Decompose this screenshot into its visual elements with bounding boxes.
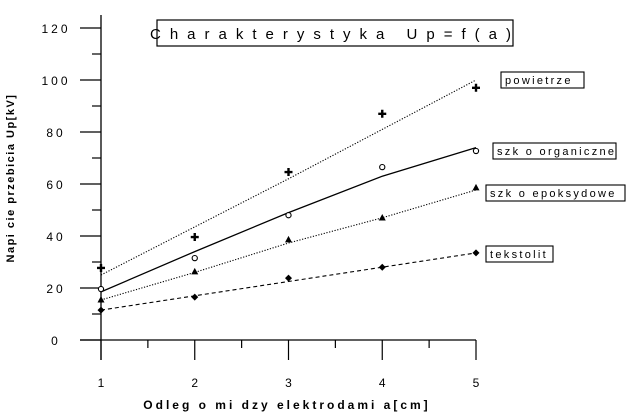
legend-label: szk o organiczne xyxy=(497,146,616,158)
circle-marker xyxy=(285,212,292,219)
circle-marker xyxy=(97,285,105,293)
legend: powietrze szk o organiczne szk o epoksydow… xyxy=(485,71,626,263)
title-box: Charakterystyka Up=f(a) xyxy=(150,19,520,47)
legend-item: szk o organiczne xyxy=(492,142,617,160)
diamond-marker xyxy=(378,263,386,271)
chart-title: Charakterystyka Up=f(a) xyxy=(150,26,520,43)
y-tick-label: 80 xyxy=(46,126,65,140)
triangle-marker xyxy=(97,295,105,303)
legend-label: powietrze xyxy=(505,75,573,87)
circle-marker xyxy=(472,147,480,155)
y-tick-label: 40 xyxy=(46,230,65,244)
x-tick-label: 2 xyxy=(191,376,198,390)
y-tick-label: 100 xyxy=(41,74,70,88)
cross-marker xyxy=(97,263,105,272)
fit-line-0 xyxy=(100,79,477,276)
y-tick-label: 60 xyxy=(46,178,65,192)
circle-marker xyxy=(191,254,198,262)
legend-label: tekstolit xyxy=(490,249,548,261)
triangle-marker xyxy=(191,267,199,275)
legend-label: szk o epoksydowe xyxy=(490,188,617,200)
legend-item: tekstolit xyxy=(485,245,554,263)
legend-item: szk o epoksydowe xyxy=(485,184,626,202)
diamond-marker xyxy=(285,274,292,282)
y-tick-label: 0 xyxy=(51,334,61,348)
triangle-marker xyxy=(472,183,480,191)
legend-box xyxy=(485,184,626,202)
y-tick-label: 20 xyxy=(46,282,65,296)
triangle-marker xyxy=(378,214,386,221)
y-axis-label: Napi cie przebicia Up[kV] xyxy=(5,94,17,263)
x-tick-label: 5 xyxy=(473,376,480,390)
cross-marker xyxy=(190,233,199,242)
legend-box xyxy=(492,142,617,160)
legend-box xyxy=(485,245,554,263)
x-tick-label: 3 xyxy=(285,376,292,390)
circle-marker xyxy=(379,163,386,171)
diamond-marker xyxy=(191,293,199,301)
legend-box xyxy=(500,71,585,89)
x-tick-label: 4 xyxy=(379,376,386,390)
diamond-marker xyxy=(97,306,105,314)
data-points xyxy=(97,83,480,314)
fit-line-2 xyxy=(100,189,477,301)
legend-item: powietrze xyxy=(500,71,585,89)
x-tick-label: 1 xyxy=(98,376,105,390)
triangle-marker xyxy=(285,235,292,243)
cross-marker xyxy=(472,83,480,92)
diamond-marker xyxy=(472,249,480,257)
axes: 0 20 40 60 80 100 120 1 2 3 4 5 xyxy=(41,15,480,390)
cross-marker xyxy=(284,168,293,177)
y-tick-label: 120 xyxy=(41,22,70,36)
cross-marker xyxy=(378,109,387,118)
x-axis-label: Odleg o mi dzy elektrodami a[cm] xyxy=(143,398,430,412)
